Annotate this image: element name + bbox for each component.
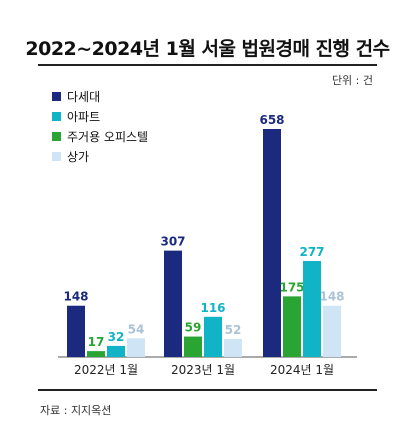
bar-0-0 <box>67 305 85 357</box>
data-label-1-2: 116 <box>200 301 225 315</box>
data-label-0-1: 17 <box>88 335 105 349</box>
bar-1-0 <box>164 250 182 357</box>
bar-1-1 <box>184 336 202 357</box>
bar-2-3 <box>323 305 341 357</box>
legend: 다세대 아파트 주거용 오피스텔 상가 <box>52 86 148 166</box>
legend-swatch-officetel <box>52 131 61 141</box>
data-label-1-3: 52 <box>225 323 242 337</box>
top-rule <box>38 64 377 66</box>
chart-title: 2022~2024년 1월 서울 법원경매 진행 건수 <box>25 38 390 60</box>
bar-2-2 <box>303 261 321 357</box>
source-note: 자료 : 지지옥션 <box>40 404 112 417</box>
legend-label-villa: 다세대 <box>67 89 101 104</box>
legend-label-shop: 상가 <box>67 149 90 164</box>
data-label-2-1: 175 <box>279 280 304 294</box>
bar-0-2 <box>107 345 125 357</box>
legend-swatch-shop <box>52 151 61 161</box>
legend-swatch-villa <box>52 91 61 101</box>
bar-0-1 <box>87 351 105 357</box>
data-label-1-1: 59 <box>185 321 202 335</box>
x-tick-label-2: 2024년 1월 <box>270 363 334 377</box>
legend-item-villa: 다세대 <box>52 86 148 106</box>
bar-0-3 <box>127 338 145 357</box>
bar-1-2 <box>204 316 222 357</box>
bar-1-3 <box>224 338 242 357</box>
legend-item-officetel: 주거용 오피스텔 <box>52 126 148 146</box>
legend-label-officetel: 주거용 오피스텔 <box>67 129 149 144</box>
bar-2-0 <box>263 129 281 357</box>
x-tick-label-0: 2022년 1월 <box>74 363 138 377</box>
data-label-2-3: 148 <box>319 290 344 304</box>
x-tick-label-1: 2023년 1월 <box>171 363 235 377</box>
unit-label: 단위 : 건 <box>331 74 373 87</box>
data-label-0-0: 148 <box>63 290 88 304</box>
data-label-2-2: 277 <box>299 245 324 259</box>
data-label-0-2: 32 <box>108 330 125 344</box>
legend-item-shop: 상가 <box>52 146 148 166</box>
legend-swatch-apartment <box>52 111 61 121</box>
legend-item-apartment: 아파트 <box>52 106 148 126</box>
data-label-0-3: 54 <box>128 322 145 336</box>
data-label-1-0: 307 <box>160 235 185 249</box>
data-label-2-0: 658 <box>259 113 284 127</box>
bottom-rule <box>38 389 377 391</box>
legend-label-apartment: 아파트 <box>67 109 101 124</box>
bar-2-1 <box>283 296 301 357</box>
